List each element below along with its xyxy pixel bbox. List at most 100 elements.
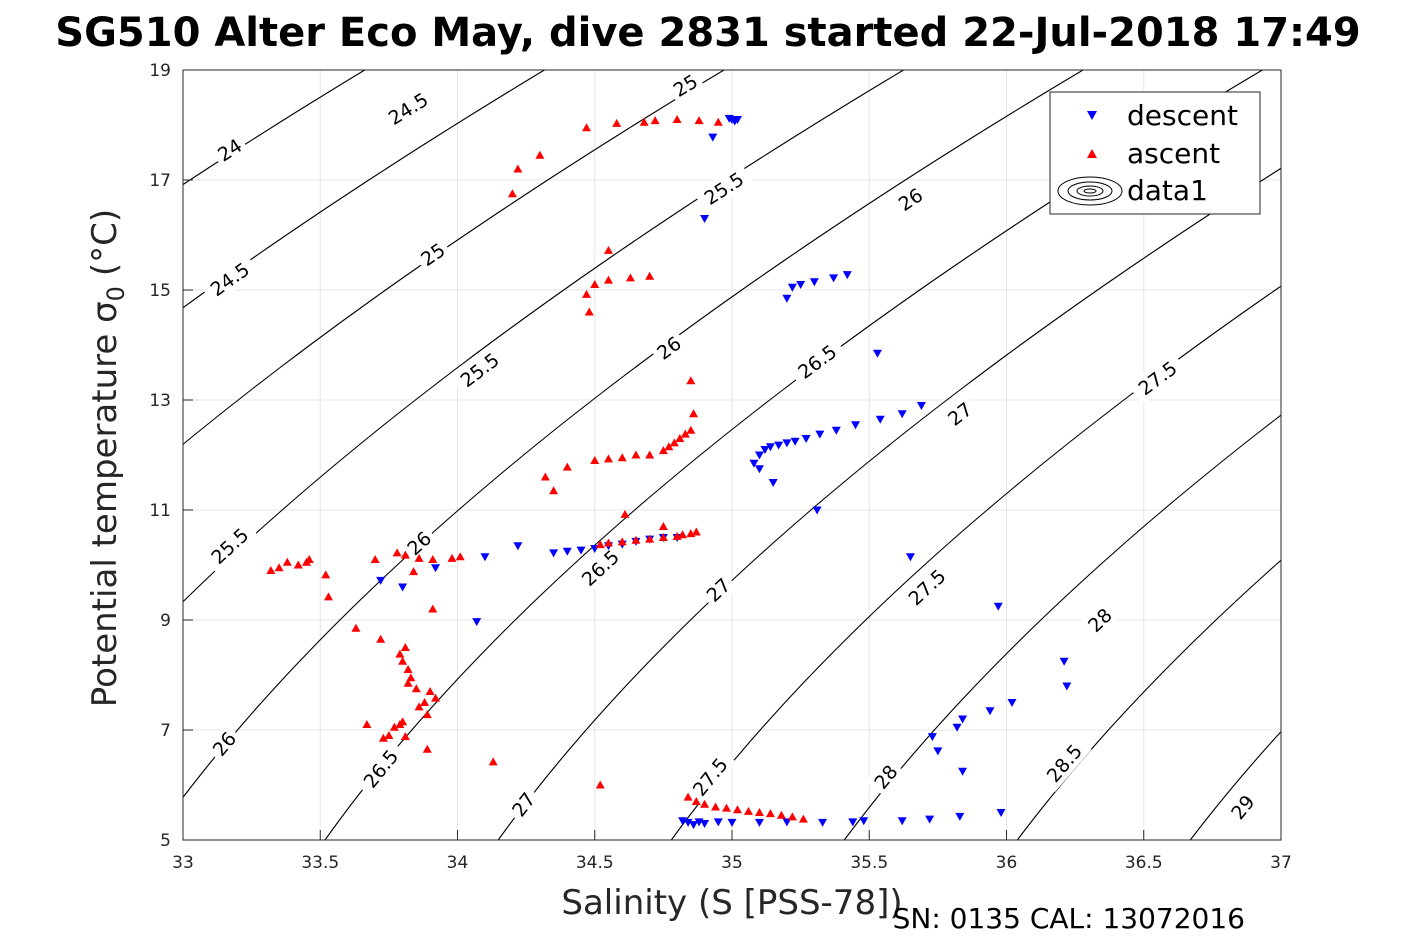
ascent-point bbox=[672, 115, 682, 123]
ascent-point bbox=[400, 732, 410, 741]
contour-line bbox=[183, 70, 546, 309]
descent-point bbox=[472, 618, 482, 627]
descent-point bbox=[790, 437, 800, 446]
ascent-point bbox=[658, 533, 668, 541]
descent-point bbox=[1007, 699, 1017, 707]
descent-point bbox=[796, 281, 806, 289]
x-tick-label: 36 bbox=[996, 853, 1018, 873]
x-tick-label: 37 bbox=[1270, 853, 1292, 873]
x-tick-label: 34.5 bbox=[576, 853, 614, 873]
ascent-point bbox=[645, 450, 655, 459]
ascent-point bbox=[351, 623, 361, 632]
descent-point bbox=[694, 818, 704, 827]
descent-point bbox=[925, 815, 935, 824]
ascent-point bbox=[422, 710, 432, 719]
descent-point bbox=[708, 133, 718, 142]
y-tick-label: 7 bbox=[160, 721, 171, 741]
ascent-point bbox=[689, 409, 699, 418]
ascent-point bbox=[400, 643, 410, 651]
serial-calibration-caption: SN: 0135 CAL: 13072016 bbox=[893, 902, 1245, 935]
ascent-point bbox=[321, 570, 331, 579]
descent-point bbox=[727, 818, 737, 827]
ascent-point bbox=[411, 684, 421, 693]
descent-point bbox=[765, 443, 775, 452]
contour-label-background bbox=[648, 328, 689, 367]
x-axis-ticks: 33 33.5 34 34.5 35 35.5 36 36.5 37 bbox=[172, 830, 1292, 873]
ascent-point bbox=[620, 509, 630, 518]
ascent-point bbox=[266, 566, 276, 574]
legend-descent-marker bbox=[1087, 111, 1097, 120]
ascent-point bbox=[669, 438, 679, 447]
contour-label-background bbox=[1127, 351, 1188, 405]
contour-label-background bbox=[200, 518, 259, 574]
descent-point bbox=[933, 747, 943, 756]
y-tick-label: 19 bbox=[149, 61, 171, 81]
x-tick-label: 36.5 bbox=[1125, 853, 1163, 873]
ascent-point bbox=[798, 814, 808, 823]
ascent-point bbox=[631, 450, 641, 459]
contour-label-background bbox=[682, 747, 738, 806]
descent-point bbox=[958, 767, 968, 776]
y-tick-label: 9 bbox=[160, 611, 171, 631]
descent-point bbox=[818, 818, 828, 827]
descent-point bbox=[376, 576, 386, 585]
contour-line bbox=[183, 70, 726, 446]
ascent-point bbox=[686, 529, 696, 538]
descent-point bbox=[996, 809, 1006, 817]
descent-point bbox=[842, 271, 852, 280]
contour-label-background bbox=[399, 523, 439, 563]
descent-point bbox=[955, 812, 965, 821]
contour-label-background bbox=[412, 235, 453, 274]
y-axis-label: Potential temperature σ0 (°C) bbox=[85, 209, 130, 707]
ascent-point bbox=[488, 757, 498, 766]
descent-point bbox=[782, 294, 792, 303]
contour-line bbox=[670, 285, 1281, 840]
ascent-point bbox=[389, 722, 399, 731]
ascent-point bbox=[658, 522, 668, 530]
descent-point bbox=[398, 583, 408, 592]
x-tick-label: 34 bbox=[447, 853, 469, 873]
y-tick-label: 15 bbox=[149, 281, 171, 301]
contour-label-background bbox=[353, 739, 408, 798]
ascent-point bbox=[672, 531, 682, 540]
descent-point bbox=[905, 553, 915, 562]
ascent-point bbox=[562, 462, 572, 471]
ascent-point bbox=[428, 604, 438, 613]
ascent-point bbox=[639, 117, 649, 126]
legend-data1-label: data1 bbox=[1127, 174, 1208, 207]
ascent-point bbox=[414, 702, 424, 711]
ascent-point bbox=[590, 280, 600, 288]
ascent-point bbox=[370, 555, 380, 563]
descent-point bbox=[897, 817, 907, 826]
legend: descent ascent data1 bbox=[1049, 91, 1261, 215]
descent-point bbox=[700, 820, 710, 828]
ascent-point bbox=[582, 289, 592, 298]
contour-label-background bbox=[449, 343, 510, 397]
contour-label-background bbox=[1036, 733, 1092, 793]
ascent-point bbox=[398, 656, 408, 665]
x-tick-label: 35.5 bbox=[850, 853, 888, 873]
ascent-point bbox=[282, 557, 292, 566]
ascent-point bbox=[540, 472, 550, 481]
descent-point bbox=[787, 283, 797, 292]
y-tick-label: 5 bbox=[160, 831, 171, 851]
descent-point bbox=[683, 818, 693, 827]
descent-point bbox=[801, 435, 811, 443]
descent-point bbox=[754, 451, 764, 460]
descent-point bbox=[1062, 682, 1072, 691]
ascent-point bbox=[645, 271, 655, 280]
ascent-point bbox=[513, 164, 523, 173]
ascent-point bbox=[425, 687, 435, 695]
descent-point bbox=[689, 821, 699, 830]
contour-label-background bbox=[890, 180, 931, 219]
ascent-point bbox=[754, 808, 764, 816]
contour-line bbox=[1189, 730, 1281, 840]
ascent-point bbox=[595, 780, 605, 789]
legend-data1-contour-icon bbox=[1057, 176, 1123, 206]
ascent-point bbox=[631, 535, 641, 544]
ascent-point bbox=[447, 553, 457, 562]
ascent-point bbox=[722, 803, 732, 812]
descent-point bbox=[916, 402, 926, 410]
ascent-point bbox=[617, 537, 627, 546]
descent-point bbox=[829, 274, 839, 283]
